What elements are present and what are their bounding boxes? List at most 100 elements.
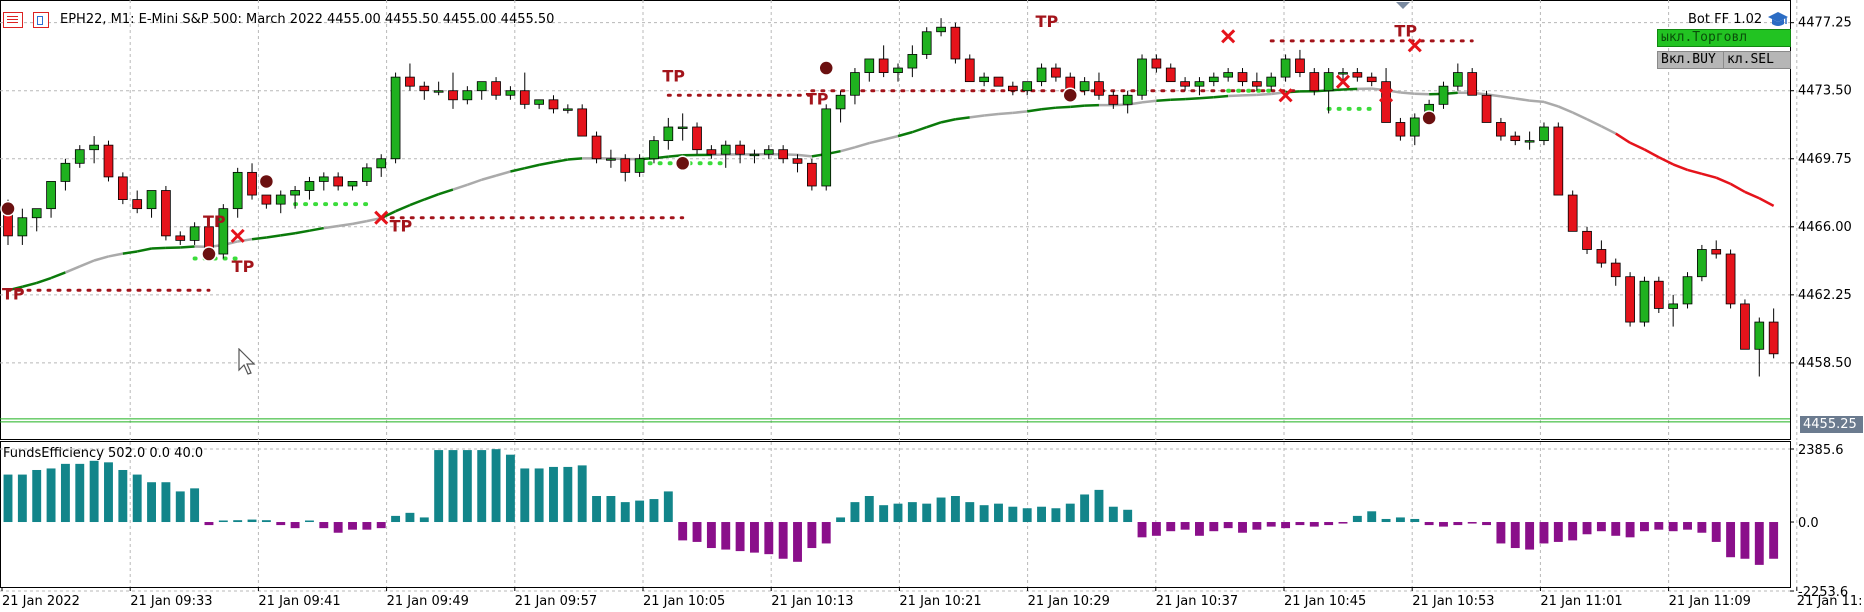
bear-candle [792, 158, 803, 164]
tp-label: TP [1036, 12, 1059, 31]
bull-candle [74, 149, 85, 164]
bear-candle [706, 149, 717, 155]
hist-bar-negative [333, 522, 343, 533]
bull-candle [1338, 72, 1348, 75]
hist-bar-positive [1108, 506, 1118, 523]
bull-candle [275, 194, 286, 205]
bear-candle [132, 199, 143, 210]
entry-circle-marker [0, 200, 16, 217]
trading-toggle-button[interactable]: ыкл.Торговл [1657, 29, 1791, 47]
hist-bar-negative [319, 522, 329, 529]
trade-markers: TP TP TP TP TP TP TP TP [0, 12, 1437, 303]
hist-bar-positive [606, 496, 616, 523]
bull-candle [1122, 94, 1133, 105]
funds-efficiency-histogram [3, 449, 1779, 565]
ma-segment [1557, 105, 1574, 114]
close-cross-marker [374, 210, 389, 225]
bear-candle [1653, 280, 1664, 309]
ma-segment [1729, 182, 1746, 194]
ma-segment [136, 247, 152, 253]
hist-bar-negative [821, 522, 831, 544]
bull-candle [347, 181, 358, 187]
bear-candle [1740, 303, 1750, 350]
ma-segment [998, 111, 1013, 116]
ma-segment [1529, 99, 1545, 104]
bull-candle [907, 54, 918, 69]
chart-window-icon[interactable] [33, 12, 49, 28]
bull-candle [17, 217, 28, 237]
hist-bar-negative [706, 522, 716, 549]
hist-bar-negative [376, 522, 386, 529]
ma-segment [481, 174, 497, 181]
bull-candle [1323, 72, 1334, 92]
bull-candle [893, 67, 903, 73]
bear-candle [1510, 135, 1521, 142]
price-label: 4466.00 [1798, 220, 1852, 235]
hist-bar-positive [104, 462, 113, 523]
ma-segment [1500, 95, 1516, 100]
hist-bar-positive [190, 488, 200, 523]
bear-candle [491, 81, 501, 96]
price-label: 4469.75 [1798, 152, 1852, 167]
hist-bar-negative [362, 522, 372, 530]
hist-bar-positive [89, 460, 99, 523]
hist-bar-positive [979, 505, 989, 523]
bull-candle [634, 158, 645, 173]
hist-bar-negative [1137, 522, 1147, 538]
hist-bar-positive [907, 502, 917, 523]
ma-segment [1084, 103, 1100, 107]
hist-bar-negative [750, 522, 759, 553]
ma-segment [1629, 141, 1645, 151]
ma-segment [337, 222, 353, 228]
hist-bar-positive [864, 496, 874, 523]
bear-candle [964, 58, 975, 83]
bull-candle [505, 90, 516, 96]
ma-segment [323, 224, 339, 230]
sell-toggle-button[interactable]: кл.SEL [1723, 51, 1791, 69]
hist-bar-positive [60, 463, 70, 523]
indicator-title: FundsEfficiency 502.0 0.0 40.0 [3, 446, 204, 461]
hist-bar-negative [348, 522, 357, 530]
bear-candle [1007, 85, 1018, 92]
ma-segment [668, 153, 683, 158]
time-label: 21 Jan 11:01 [1540, 594, 1622, 609]
bull-candle [390, 76, 401, 160]
bear-candle [405, 76, 415, 87]
ma-segment [352, 219, 368, 226]
hist-bar-negative [1740, 522, 1750, 559]
ma-segment [122, 250, 138, 255]
ma-segment [409, 198, 425, 207]
time-label: 21 Jan 10:21 [899, 594, 981, 609]
time-label: 21 Jan 2022 [2, 594, 80, 609]
bear-candle [261, 194, 272, 205]
time-label: 21 Jan 09:57 [515, 594, 597, 609]
ma-segment [1515, 97, 1530, 102]
bear-candle [1725, 253, 1736, 305]
bear-candle [878, 58, 889, 73]
ma-segment [1156, 98, 1171, 102]
chart-list-icon[interactable] [3, 12, 23, 28]
bear-candle [1496, 122, 1506, 137]
buy-toggle-button[interactable]: Вкл.BUY [1657, 51, 1724, 69]
hist-bar-negative [1654, 522, 1664, 530]
bear-candle [577, 108, 588, 137]
hist-bar-positive [161, 482, 171, 523]
ma-segment [1342, 87, 1358, 91]
bull-candle [1036, 67, 1047, 83]
bull-candle [1079, 81, 1090, 92]
ma-segment [553, 158, 569, 164]
bull-candle [1022, 81, 1033, 92]
bull-candle [821, 108, 832, 187]
bull-candle [835, 94, 846, 110]
hist-bar-positive [649, 499, 659, 523]
tp-label: TP [232, 257, 255, 276]
bear-candle [1165, 67, 1176, 83]
bull-candle [146, 190, 157, 210]
bull-candle [232, 171, 243, 210]
ma-segment [897, 130, 913, 138]
hist-bar-negative [1683, 522, 1692, 530]
ma-segment [567, 157, 583, 161]
bull-candle [763, 149, 774, 155]
bull-candle [1208, 76, 1219, 83]
